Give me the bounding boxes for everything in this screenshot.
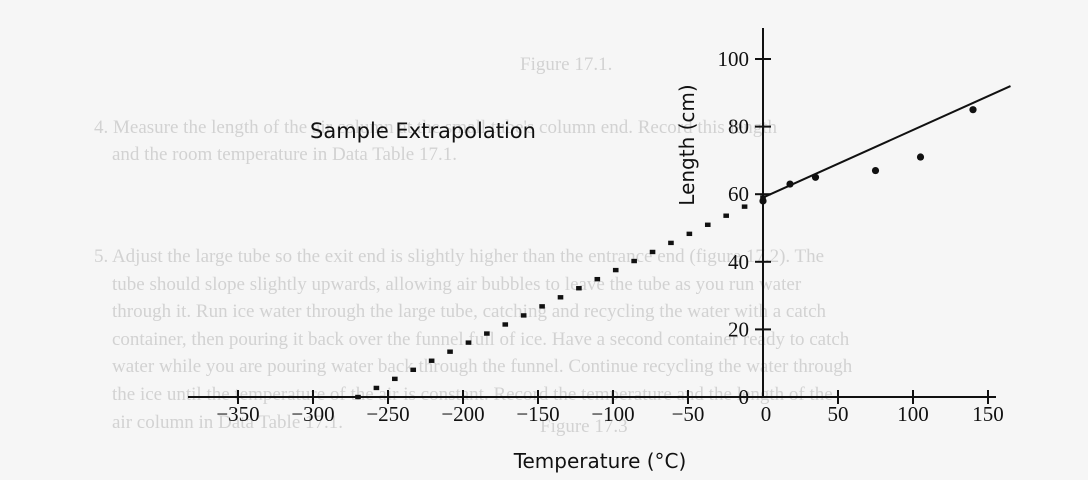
y-tick-label: 100 (718, 47, 750, 71)
bg-text-line: 5. Adjust the large tube so the exit end… (94, 246, 824, 267)
x-tick-label: −350 (216, 402, 259, 426)
extrapolation-dot (741, 204, 748, 209)
extrapolation-dot (686, 231, 693, 237)
extrapolation-dot (539, 304, 545, 309)
data-point (811, 173, 820, 181)
x-tick-label: −250 (366, 402, 409, 426)
x-tick-label: 0 (761, 402, 772, 426)
extrapolation-dot (557, 295, 564, 300)
extrapolation-dot (428, 358, 435, 363)
x-tick-label: 50 (828, 402, 849, 426)
extrapolation-dot (631, 258, 637, 264)
bg-text-line: water while you are pouring water back t… (112, 356, 853, 377)
extrapolation-dot (649, 249, 656, 255)
y-tick-label: 20 (728, 317, 749, 341)
x-tick-label: −300 (291, 402, 334, 426)
extrapolation-dot (668, 240, 674, 246)
bg-text-line: tube should slope slightly upwards, allo… (112, 274, 802, 295)
bg-text-line: and the room temperature in Data Table 1… (112, 144, 457, 165)
x-tick-labels: −350 −300 −250 −200 −150 −100 −50 0 50 100 150 (216, 402, 1003, 426)
extrapolation-dot (447, 349, 453, 354)
data-point (871, 166, 880, 175)
data-point (786, 180, 794, 188)
y-tick-label: 60 (728, 182, 749, 206)
x-tick-label: −150 (516, 402, 559, 426)
x-tick-label: 100 (897, 402, 929, 426)
extrapolation-dot (373, 385, 380, 391)
extrapolation-dot (612, 267, 619, 273)
data-point (969, 106, 977, 114)
bg-text-line: 4. Measure the length of the air column … (94, 117, 778, 138)
extrapolation-dot (520, 313, 527, 318)
background-text-layer: Figure 17.1. 4. Measure the length of th… (94, 54, 853, 437)
data-point (916, 153, 925, 161)
x-axis-title: Temperature (°C) (513, 449, 687, 473)
extrapolation-dot (410, 367, 417, 373)
bg-text-line: container, then pouring it back over the… (112, 329, 850, 350)
bg-text-line: through it. Run ice water through the la… (112, 301, 827, 322)
axes (188, 28, 996, 398)
bg-text-line: the ice until the temperature of the air… (112, 384, 833, 405)
bg-figure-caption-1: Figure 17.1. (520, 54, 612, 75)
extrapolation-dot (704, 222, 711, 227)
extrapolation-dot (723, 213, 729, 218)
x-tick-label: −100 (591, 402, 634, 426)
extrapolation-dot (594, 276, 601, 282)
tick-marks (237, 58, 989, 404)
data-point (759, 197, 767, 205)
extrapolation-dot (392, 376, 398, 382)
chart-annotation: Sample Extrapolation (310, 119, 536, 143)
y-axis-title: Length (cm) (675, 84, 699, 205)
x-tick-label: −200 (441, 402, 484, 426)
y-tick-label: 40 (728, 250, 749, 274)
extrapolation-dot (576, 286, 582, 291)
extrapolation-dots (355, 195, 766, 400)
extrapolation-dot (465, 340, 472, 345)
extrapolation-dot (355, 394, 361, 400)
data-points (759, 106, 977, 205)
bg-figure-caption-3: Figure 17.3 (540, 416, 628, 437)
y-tick-label: 80 (728, 115, 749, 139)
y-tick-label: 0 (739, 385, 750, 409)
y-tick-labels: 0 20 40 60 80 100 (718, 47, 750, 409)
x-tick-label: −50 (672, 402, 705, 426)
x-tick-label: 150 (972, 402, 1004, 426)
extrapolation-dot (484, 331, 490, 336)
fit-line (762, 85, 1011, 199)
bg-text-line: air column in Data Table 17.1. (112, 412, 343, 433)
extrapolation-dot (502, 322, 509, 327)
